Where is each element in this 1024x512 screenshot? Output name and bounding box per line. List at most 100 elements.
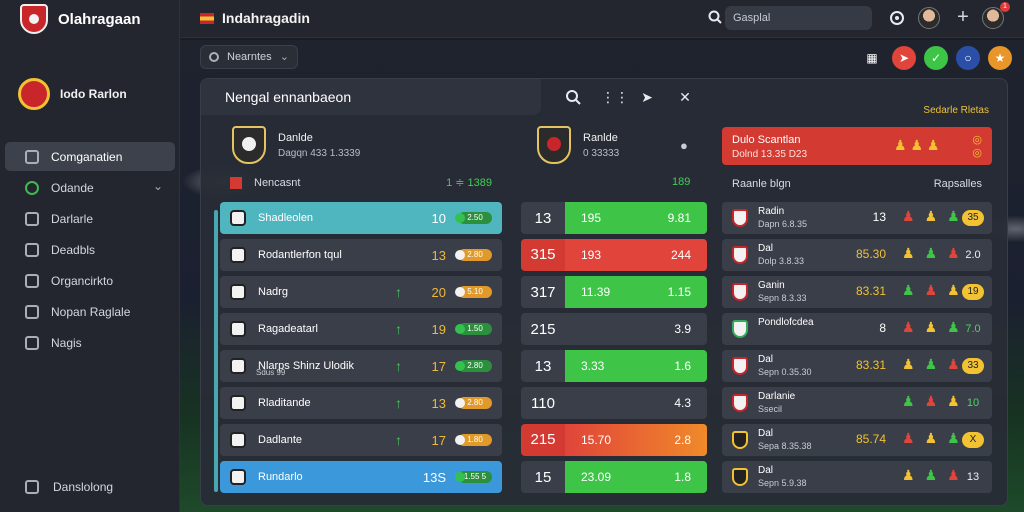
- player-icon: ♟: [924, 356, 938, 372]
- sidebar-item-0[interactable]: Comganatien: [5, 142, 175, 171]
- team-logo-icon: [230, 469, 246, 485]
- player-icon: ♟ ♟ ♟: [894, 137, 940, 153]
- grid-icon[interactable]: ▦: [866, 51, 878, 65]
- sidebar-item-1[interactable]: Odande ⌄: [5, 173, 175, 202]
- shield-icon[interactable]: ●: [680, 138, 688, 153]
- score-row[interactable]: 15 23.09 1.8: [521, 461, 707, 493]
- standings-value: 2.0: [965, 249, 981, 261]
- score-row[interactable]: 13 3.33 1.6: [521, 350, 707, 382]
- grid-icon[interactable]: ⋮⋮: [601, 89, 629, 105]
- club-profile[interactable]: Iodo Rarlon: [18, 78, 127, 110]
- standings-value: 35: [962, 210, 984, 226]
- brand[interactable]: Olahragaan: [20, 4, 141, 34]
- search-icon[interactable]: [708, 10, 722, 24]
- standings-meta: Ssecil: [758, 404, 783, 414]
- score-row[interactable]: 315 193 244: [521, 239, 707, 271]
- odds-pill[interactable]: 2.50: [455, 212, 492, 224]
- team-row[interactable]: Nadrg ↑ 20 5.10: [220, 276, 502, 308]
- sidebar-item-5[interactable]: Nopan Raglale: [5, 297, 175, 326]
- add-icon[interactable]: +: [957, 6, 969, 28]
- standings-value: 10: [966, 397, 980, 409]
- standings-meta: Sepn 0.35.30: [758, 367, 812, 377]
- standings-meta: Dapn 6.8.35: [758, 219, 808, 229]
- team-row[interactable]: Rundarlo 13S 1.55 5: [220, 461, 502, 493]
- standings-name: Pondlofcdea: [758, 317, 814, 328]
- team-row[interactable]: Shadleolen 10 2.50: [220, 202, 502, 234]
- score-row[interactable]: 317 11.39 1.15: [521, 276, 707, 308]
- standings-name: Dal: [758, 465, 774, 476]
- odds-pill[interactable]: 1.55 5: [455, 471, 492, 483]
- close-icon[interactable]: ✕: [679, 89, 691, 105]
- fire-icon[interactable]: ➤: [892, 46, 916, 70]
- arrow-up-icon: ↑: [395, 321, 402, 337]
- club-crest-icon: [732, 209, 748, 227]
- mid-column-header: 189: [672, 176, 690, 188]
- sidebar-item-6[interactable]: Nagis: [5, 328, 175, 357]
- standings-row[interactable]: Ganin Sepn 8.3.33 83.31 ♟ ♟ ♟ 19: [722, 276, 992, 308]
- standings-sub: Dolnd 13.35 D23: [732, 149, 808, 160]
- team-logo-icon: [230, 395, 246, 411]
- score-mid: 193: [581, 248, 602, 262]
- team-row[interactable]: Ragadeatarl ↑ 19 1.50: [220, 313, 502, 345]
- team-row-number: 20: [431, 284, 446, 300]
- search-icon[interactable]: [565, 89, 581, 105]
- player-icon: ♟: [947, 356, 960, 372]
- search-input[interactable]: Gasplal: [725, 6, 872, 30]
- standings-row[interactable]: Dal Sepa 8.35.38 85.74 ♟ ♟ ♟ X: [722, 424, 992, 456]
- standings-row[interactable]: Radin Dapn 6.8.35 13 ♟ ♟ ♟ 35: [722, 202, 992, 234]
- notification-badge: 1: [1000, 2, 1010, 12]
- leaf-icon[interactable]: ✓: [924, 46, 948, 70]
- player-figures: ♟ ♟ ♟: [902, 393, 960, 410]
- score-row[interactable]: 215 3.9: [521, 313, 707, 345]
- standings-row[interactable]: Dal Sepn 5.9.38 ♟ ♟ ♟ 13: [722, 461, 992, 493]
- chat-icon[interactable]: [886, 7, 908, 29]
- user-avatar[interactable]: [982, 7, 1004, 29]
- player-icon: ♟: [924, 430, 938, 446]
- sidebar-bottom-label: Danslolong: [53, 480, 114, 494]
- score-mid: 3.33: [581, 359, 605, 373]
- standings-row[interactable]: Dal Dolp 3.8.33 85.30 ♟ ♟ ♟ 2.0: [722, 239, 992, 271]
- score-home: 13: [534, 209, 552, 227]
- star-icon[interactable]: ★: [988, 46, 1012, 70]
- team-row[interactable]: Rladitande ↑ 13 2.80: [220, 387, 502, 419]
- team-logo-icon: [230, 247, 246, 263]
- standings-value: 19: [962, 284, 984, 300]
- scrollbar[interactable]: [214, 210, 218, 492]
- score-away: 1.15: [667, 285, 691, 299]
- player-icon: ♟: [924, 208, 938, 224]
- standings-value: X: [962, 432, 984, 448]
- player-icon: ♟: [924, 393, 938, 409]
- standings-number: 85.74: [855, 432, 886, 446]
- team-card-away[interactable]: Ranlde 0 33333: [537, 126, 619, 164]
- send-icon[interactable]: ➤: [641, 89, 653, 105]
- avatar[interactable]: [918, 7, 940, 29]
- odds-pill[interactable]: 2.80: [455, 397, 492, 409]
- standings-row[interactable]: Darlanie Ssecil ♟ ♟ ♟ 10: [722, 387, 992, 419]
- filter-dropdown[interactable]: Nearntes ⌄: [200, 45, 298, 69]
- standings-row[interactable]: Pondlofcdea 8 ♟ ♟ ♟ 7.0: [722, 313, 992, 345]
- mid-header-value: 189: [672, 176, 691, 188]
- odds-pill[interactable]: 2.80: [455, 249, 492, 261]
- chevron-down-icon: ⌄: [152, 179, 163, 193]
- sidebar-bottom-item[interactable]: Danslolong: [25, 480, 113, 494]
- dashboard-icon: [25, 149, 39, 164]
- sidebar-item-3[interactable]: Deadbls: [5, 235, 175, 264]
- list-icon: [25, 335, 39, 350]
- sidebar-item-2[interactable]: Darlarle: [5, 204, 175, 233]
- team-card-home[interactable]: Danlde Dagqn 433 1.3339: [232, 126, 360, 164]
- standings-header[interactable]: Dulo Scantlan Dolnd 13.35 D23 ♟ ♟ ♟ ◎ ◎: [722, 127, 992, 165]
- standings-row[interactable]: Dal Sepn 0.35.30 83.31 ♟ ♟ ♟ 33: [722, 350, 992, 382]
- odds-pill[interactable]: 1.80: [455, 434, 492, 446]
- left-column-header: Nencasnt 1 ≑ 1389: [230, 176, 492, 189]
- team-row[interactable]: Dadlante ↑ 17 1.80: [220, 424, 502, 456]
- score-row[interactable]: 13 195 9.81: [521, 202, 707, 234]
- globe-icon[interactable]: ○: [956, 46, 980, 70]
- odds-pill[interactable]: 2.80: [455, 360, 492, 372]
- score-row[interactable]: 215 15.70 2.8: [521, 424, 707, 456]
- odds-pill[interactable]: 1.50: [455, 323, 492, 335]
- team-row[interactable]: Nlarps Shinz Ulodik ↑ 17 2.80: [220, 350, 502, 382]
- team-row[interactable]: Rodantlerfon tqul 13 2.80: [220, 239, 502, 271]
- sidebar-item-4[interactable]: Organcirkto: [5, 266, 175, 295]
- odds-pill[interactable]: 5.10: [455, 286, 492, 298]
- score-row[interactable]: 110 4.3: [521, 387, 707, 419]
